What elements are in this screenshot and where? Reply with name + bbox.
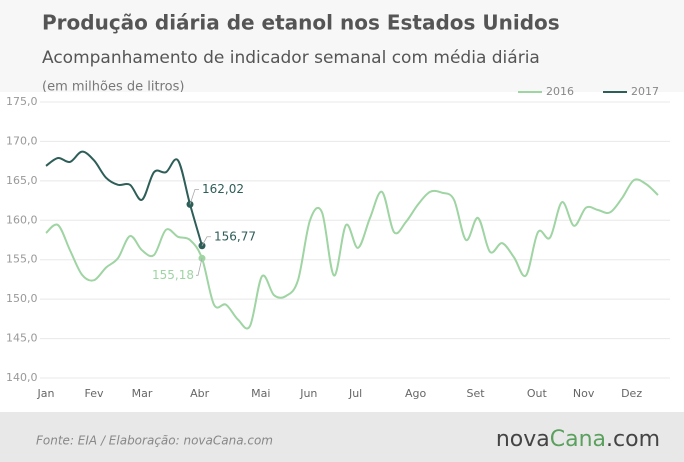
x-tick-label: Abr (190, 387, 210, 400)
y-tick-label: 150,0 (6, 292, 38, 305)
plot-area (0, 92, 684, 412)
footer-band (0, 412, 684, 462)
legend-label: 2017 (631, 85, 659, 98)
y-tick-label: 175,0 (6, 95, 38, 108)
logo-part: Cana (550, 427, 606, 452)
data-label: 162,02 (202, 182, 244, 196)
y-tick-label: 165,0 (6, 174, 38, 187)
x-tick-label: Dez (621, 387, 642, 400)
leader (196, 258, 203, 276)
y-tick-label: 145,0 (6, 332, 38, 345)
line (45, 178, 659, 330)
y-tick-label: 160,0 (6, 213, 38, 226)
chart-subtitle: Acompanhamento de indicador semanal com … (42, 48, 540, 68)
source: Fonte: EIA / Elaboração: novaCana.com (36, 434, 273, 448)
y-tick-label: 140,0 (6, 371, 38, 384)
data-label: 155,18 (152, 268, 194, 282)
x-tick-label: Jun (299, 387, 317, 400)
x-tick-label: Mai (251, 387, 270, 400)
x-tick-label: Out (527, 387, 548, 400)
unit-note: (em milhões de litros) (42, 80, 184, 95)
x-tick-label: Jul (348, 387, 362, 400)
y-tick-label: 170,0 (6, 134, 38, 147)
x-tick-label: Ago (405, 387, 427, 400)
logo-part: nova (496, 427, 550, 452)
x-tick-label: Mar (132, 387, 153, 400)
x-tick-label: Set (467, 387, 486, 400)
line (45, 150, 203, 247)
x-tick-label: Fev (84, 387, 103, 400)
logo: novaCana.com (496, 427, 660, 452)
legend-label: 2016 (546, 85, 574, 98)
leader (201, 236, 211, 246)
x-tick-label: Nov (573, 387, 595, 400)
data-label: 156,77 (214, 229, 256, 243)
x-tick-label: Jan (37, 387, 55, 400)
leader (189, 188, 199, 205)
y-tick-label: 155,0 (6, 253, 38, 266)
chart-title: Produção diária de etanol nos Estados Un… (42, 11, 560, 35)
logo-part: .com (606, 427, 660, 452)
